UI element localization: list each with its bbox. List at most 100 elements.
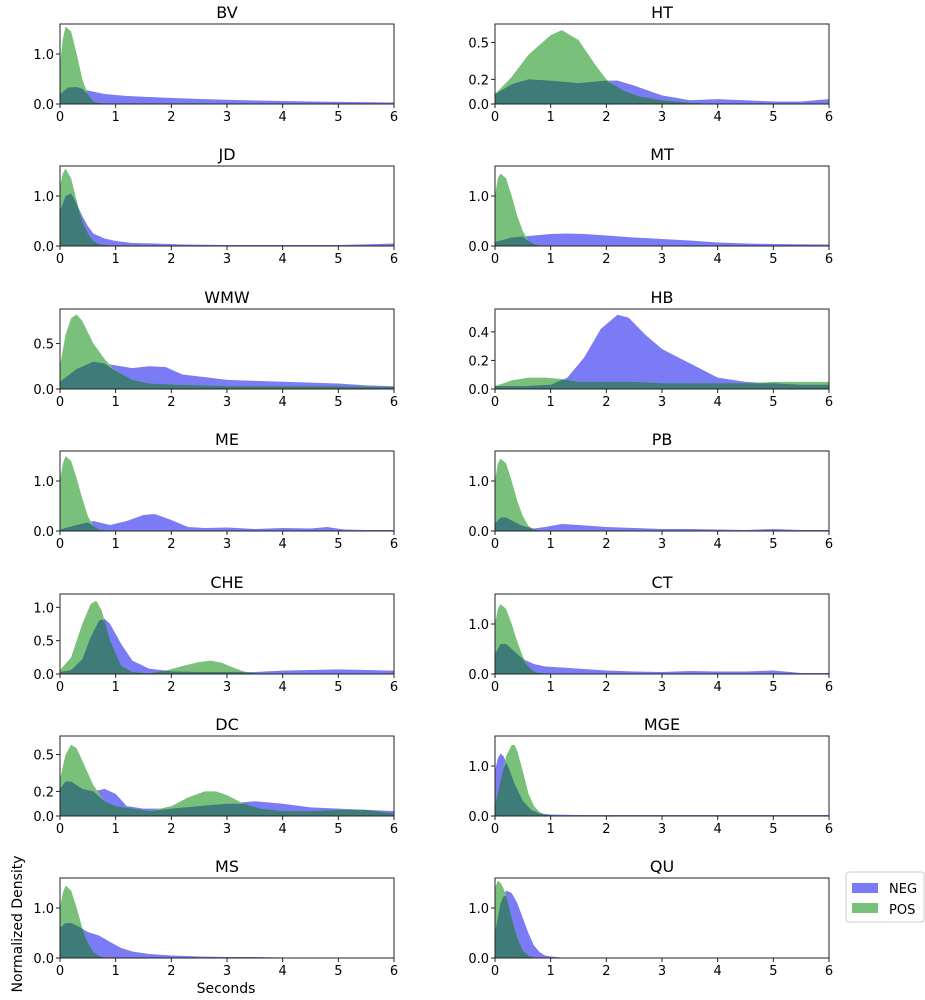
density-areas [495,458,829,531]
overlap-density-area [495,236,829,246]
x-axis-label: Seconds [197,981,256,997]
overlap-density-area [60,361,394,389]
subplot-title: MS [215,857,239,876]
x-tick-label: 0 [491,395,499,410]
y-tick-label: 0.0 [468,668,489,683]
subplot-ms: MS 0 1 2 3 4 5 6 0.0 1.0 [33,857,398,979]
x-tick-label: 5 [334,680,342,695]
x-tick-label: 4 [279,110,287,125]
x-tick-label: 5 [334,822,342,837]
x-tick-label: 5 [769,964,777,979]
overlap-density-area [60,619,394,674]
x-tick-label: 2 [167,110,175,125]
x-tick-label: 5 [769,110,777,125]
neg-density-area [60,514,394,531]
x-tick-label: 0 [491,680,499,695]
x-tick-label: 2 [602,110,610,125]
x-tick-label: 1 [547,537,555,552]
subplot-qu: QU 0 1 2 3 4 5 6 0.0 1.0 [468,857,833,979]
x-tick-label: 2 [167,680,175,695]
subplot-title: QU [650,857,674,876]
x-tick-label: 1 [547,680,555,695]
x-tick-label: 4 [714,110,722,125]
density-areas [495,314,829,389]
subplot-ct: CT 0 1 2 3 4 5 6 0.0 1.0 [468,573,833,695]
x-tick-label: 2 [167,252,175,267]
y-tick-label: 0.0 [33,525,54,540]
y-tick-label: 0.0 [33,240,54,255]
subplot-dc: DC 0 1 2 3 4 5 6 0.0 0.2 0.5 [33,715,398,837]
x-tick-label: 6 [825,822,833,837]
x-tick-label: 6 [390,680,398,695]
x-tick-label: 3 [223,680,231,695]
x-tick-label: 3 [658,110,666,125]
x-tick-label: 2 [167,822,175,837]
plot-area [60,878,394,958]
x-tick-label: 4 [279,537,287,552]
neg-density-area [60,193,394,246]
x-tick-label: 2 [602,680,610,695]
x-tick-label: 4 [279,822,287,837]
x-tick-label: 4 [714,680,722,695]
density-areas [495,173,829,246]
density-areas [60,26,394,104]
x-tick-label: 3 [223,252,231,267]
x-tick-label: 3 [223,822,231,837]
x-tick-label: 3 [658,964,666,979]
x-tick-label: 1 [112,395,120,410]
x-tick-label: 2 [602,395,610,410]
y-tick-label: 0.0 [468,240,489,255]
overlap-density-area [60,781,394,816]
density-areas [60,600,394,674]
plot-area [495,594,829,674]
subplot-title: WMW [204,288,250,307]
legend-label-neg: NEG [889,882,917,897]
subplot-grid: BV 0 1 2 3 4 5 6 0.0 1.0 HT 0 1 2 3 4 5 6 0.0 0.2 0.5 JD 0 1 2 3 4… [33,3,833,979]
x-tick-label: 2 [602,822,610,837]
x-tick-label: 0 [491,110,499,125]
subplot-title: MT [650,145,674,164]
subplot-wmw: WMW 0 1 2 3 4 5 6 0.0 0.5 [33,288,398,410]
legend-swatch-pos [852,903,878,913]
x-tick-label: 2 [602,964,610,979]
plot-area [495,166,829,246]
x-tick-label: 0 [491,822,499,837]
plot-area [60,24,394,104]
x-tick-label: 0 [56,680,64,695]
x-tick-label: 6 [825,110,833,125]
y-tick-label: 0.0 [33,952,54,967]
x-tick-label: 1 [547,395,555,410]
subplot-mt: MT 0 1 2 3 4 5 6 0.0 1.0 [468,145,833,267]
x-tick-label: 4 [279,395,287,410]
neg-density-area [495,314,829,389]
subplot-title: PB [652,430,673,449]
x-tick-label: 3 [223,537,231,552]
plot-area [60,451,394,531]
x-tick-label: 0 [56,822,64,837]
subplot-title: BV [216,3,237,22]
density-areas [60,885,394,958]
y-tick-label: 1.0 [33,475,54,490]
x-tick-label: 6 [825,680,833,695]
x-tick-label: 5 [769,822,777,837]
x-tick-label: 6 [390,537,398,552]
legend: NEG POS [845,871,925,923]
x-tick-label: 2 [602,537,610,552]
x-tick-label: 3 [658,252,666,267]
subplot-bv: BV 0 1 2 3 4 5 6 0.0 1.0 [33,3,398,125]
overlap-density-area [495,517,829,531]
y-tick-label: 0.0 [33,383,54,398]
x-tick-label: 5 [769,537,777,552]
subplot-ht: HT 0 1 2 3 4 5 6 0.0 0.2 0.5 [468,3,833,125]
x-tick-label: 4 [714,395,722,410]
legend-swatch-neg [852,883,878,893]
x-tick-label: 3 [658,680,666,695]
x-tick-label: 6 [825,252,833,267]
y-tick-label: 1.0 [468,190,489,205]
x-tick-label: 6 [390,822,398,837]
y-tick-label: 0.0 [468,98,489,113]
x-tick-label: 2 [167,537,175,552]
x-tick-label: 6 [390,252,398,267]
x-tick-label: 0 [56,252,64,267]
subplot-mge: MGE 0 1 2 3 4 5 6 0.0 1.0 [468,715,833,837]
